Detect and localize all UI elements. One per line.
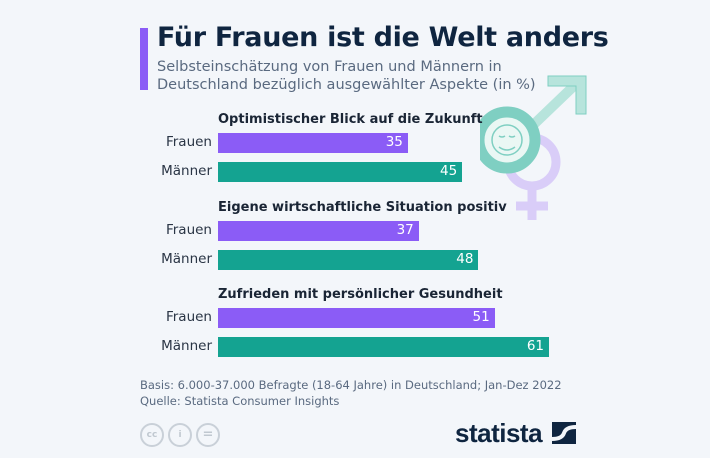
data-label: 51 [472, 309, 490, 325]
data-label: 45 [439, 163, 458, 179]
group-title: Eigene wirtschaftliche Situation positiv [218, 200, 507, 215]
data-label: 35 [385, 134, 403, 150]
footer-source: Quelle: Statista Consumer Insights [140, 394, 340, 408]
series-label: Frauen [165, 222, 212, 238]
male-symbol-icon [480, 75, 587, 174]
bar: 45 [218, 162, 463, 182]
cc-license-icon[interactable]: cc [140, 423, 164, 447]
gender-symbols-illustration [480, 75, 587, 220]
group-title: Zufrieden mit persönlicher Gesundheit [218, 287, 503, 302]
data-label: 48 [456, 251, 474, 267]
series-label: Männer [161, 163, 212, 179]
attribution-icon[interactable]: i [168, 423, 192, 447]
statista-logo-mark-icon [551, 422, 576, 444]
no-derivatives-icon[interactable]: = [196, 423, 220, 447]
series-label: Frauen [165, 309, 212, 325]
bar: 48 [218, 250, 479, 270]
bar: 35 [218, 133, 408, 153]
title-accent-bar [140, 28, 148, 90]
statista-logo[interactable]: statista [455, 418, 576, 449]
footer-basis: Basis: 6.000-37.000 Befragte (18-64 Jahr… [140, 378, 562, 392]
bar: 37 [218, 221, 419, 241]
group-title: Optimistischer Blick auf die Zukunft [218, 112, 483, 127]
data-label: 61 [526, 338, 544, 354]
data-label: 37 [396, 222, 414, 238]
logo-text: statista [455, 418, 543, 448]
chart-title: Für Frauen ist die Welt anders [157, 22, 609, 53]
chart-subtitle: Selbsteinschätzung von Frauen und Männer… [157, 59, 536, 93]
series-label: Männer [161, 251, 212, 267]
bar: 61 [218, 337, 549, 357]
series-label: Frauen [165, 134, 212, 150]
bar: 51 [218, 308, 495, 328]
series-label: Männer [161, 338, 212, 354]
